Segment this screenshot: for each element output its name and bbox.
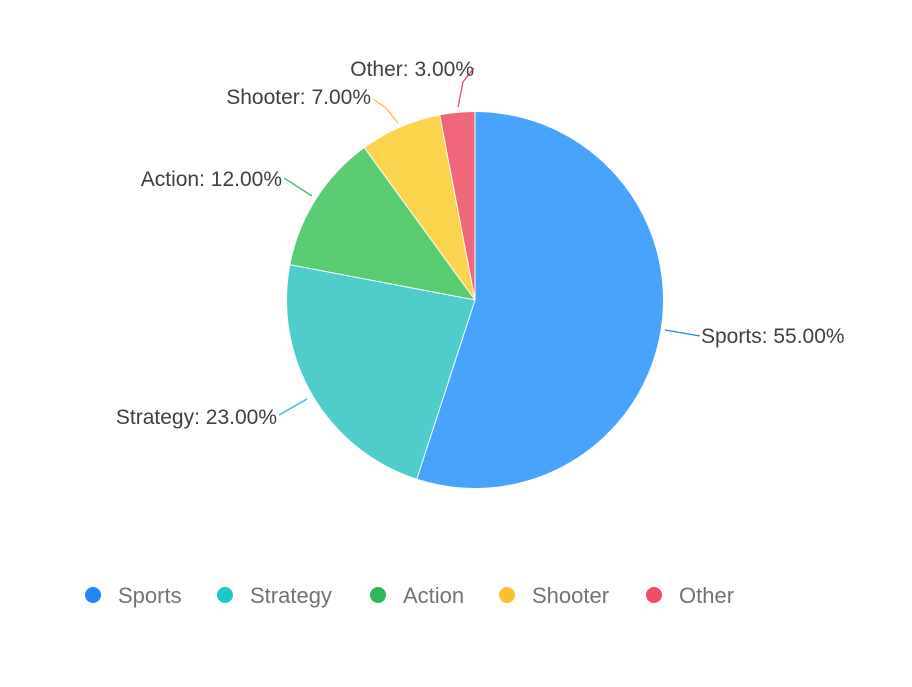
legend-label-action: Action <box>403 583 464 608</box>
legend-marker-action <box>370 587 386 603</box>
slice-labels: Sports: 55.00% Strategy: 23.00% Action: 12… <box>116 58 845 429</box>
slice-separator <box>364 147 476 301</box>
legend-label-shooter: Shooter <box>532 583 609 608</box>
legend-item-sports[interactable]: Sports <box>85 583 182 608</box>
pie-slices <box>286 112 663 488</box>
leader-line-sports <box>664 329 701 337</box>
slice-separator <box>416 299 476 479</box>
legend[interactable]: Sports Strategy Action Shooter Other <box>85 583 734 608</box>
pie-slice-action[interactable] <box>290 147 475 300</box>
legend-marker-sports <box>85 587 101 603</box>
slice-label-shooter: Shooter: 7.00% <box>226 86 371 109</box>
legend-marker-shooter <box>499 587 515 603</box>
slice-label-strategy: Strategy: 23.00% <box>116 406 277 429</box>
legend-item-shooter[interactable]: Shooter <box>499 583 609 608</box>
slice-label-action: Action: 12.00% <box>141 168 282 191</box>
legend-label-strategy: Strategy <box>250 583 332 608</box>
slice-label-sports: Sports: 55.00% <box>701 325 845 348</box>
leader-line-action <box>283 177 313 197</box>
pie-slice-shooter[interactable] <box>364 115 476 300</box>
legend-item-other[interactable]: Other <box>646 583 734 608</box>
legend-marker-other <box>646 587 662 603</box>
leader-line-shooter <box>372 98 399 124</box>
legend-label-other: Other <box>679 583 734 608</box>
slice-label-other: Other: 3.00% <box>350 58 474 81</box>
slice-separator <box>439 115 476 301</box>
label-leader-lines <box>278 67 701 416</box>
leader-line-strategy <box>278 398 308 416</box>
legend-label-sports: Sports <box>118 583 182 608</box>
pie-slice-strategy[interactable] <box>286 264 475 479</box>
legend-item-action[interactable]: Action <box>370 583 464 608</box>
legend-marker-strategy <box>217 587 233 603</box>
leader-line-other <box>457 67 475 108</box>
legend-item-strategy[interactable]: Strategy <box>217 583 332 608</box>
pie-slice-sports[interactable] <box>416 112 663 488</box>
slice-separator <box>290 264 476 301</box>
